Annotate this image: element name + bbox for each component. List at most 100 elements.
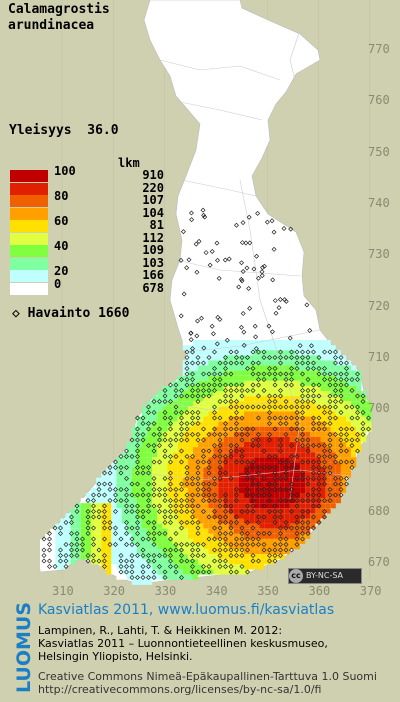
abundance-cell xyxy=(106,559,112,565)
observation-marker xyxy=(217,360,223,366)
observation-marker xyxy=(91,525,96,531)
abundance-cell xyxy=(289,523,295,529)
abundance-cell xyxy=(279,416,285,422)
license-url[interactable]: http://creativecommons.org/licenses/by-n… xyxy=(38,683,322,696)
abundance-cell xyxy=(264,431,270,437)
license-badge[interactable]: cc BY-NC-SA xyxy=(288,568,362,584)
abundance-cell xyxy=(91,538,97,544)
observation-marker xyxy=(58,547,63,553)
abundance-cell xyxy=(361,436,367,442)
abundance-cell xyxy=(198,482,204,488)
abundance-cell xyxy=(203,447,209,453)
observation-marker xyxy=(217,531,223,536)
abundance-cell xyxy=(356,431,362,437)
abundance-cell xyxy=(55,559,61,565)
observation-marker xyxy=(294,404,300,410)
observation-marker xyxy=(338,399,344,404)
observation-marker xyxy=(157,553,162,558)
observation-marker xyxy=(146,421,151,426)
abundance-cell xyxy=(111,482,117,488)
abundance-cell xyxy=(126,487,132,493)
observation-marker xyxy=(256,531,261,536)
observation-marker xyxy=(96,487,102,492)
abundance-cell xyxy=(228,416,234,422)
abundance-cell xyxy=(208,436,214,442)
abundance-cell xyxy=(305,442,311,448)
abundance-cell xyxy=(249,457,255,463)
observation-marker xyxy=(212,349,217,355)
abundance-cell xyxy=(325,380,331,386)
abundance-cell xyxy=(65,518,71,524)
atlas-link[interactable]: Kasviatlas 2011, www.luomus.fi/kasviatla… xyxy=(38,602,335,618)
observation-marker xyxy=(212,547,217,553)
abundance-cell xyxy=(91,554,97,560)
abundance-cell xyxy=(223,528,229,534)
abundance-cell xyxy=(80,549,86,555)
abundance-cell xyxy=(91,487,97,493)
abundance-cell xyxy=(131,498,137,504)
abundance-cell xyxy=(325,375,331,381)
abundance-cell xyxy=(157,559,163,565)
observation-marker xyxy=(212,426,217,432)
observation-marker xyxy=(162,509,168,514)
observation-marker xyxy=(129,564,135,569)
observation-marker xyxy=(140,509,146,514)
abundance-cell xyxy=(136,467,142,473)
abundance-cell xyxy=(187,426,193,432)
abundance-cell xyxy=(254,482,260,488)
abundance-cell xyxy=(335,472,341,478)
abundance-cell xyxy=(254,406,260,412)
abundance-cell xyxy=(45,533,51,539)
observation-marker xyxy=(305,349,311,355)
abundance-cell xyxy=(187,508,193,514)
abundance-cell xyxy=(238,528,244,534)
observation-marker xyxy=(41,547,47,553)
abundance-cell xyxy=(116,467,122,473)
abundance-cell xyxy=(223,355,229,361)
observation-marker xyxy=(188,337,194,343)
observation-marker xyxy=(195,492,201,498)
abundance-cell xyxy=(157,391,163,397)
abundance-cell xyxy=(284,447,290,453)
abundance-cell xyxy=(315,457,321,463)
abundance-cell xyxy=(187,411,193,417)
observation-marker xyxy=(173,487,179,492)
observation-marker xyxy=(289,371,294,377)
abundance-cell xyxy=(198,549,204,555)
observation-marker xyxy=(267,355,272,360)
abundance-cell xyxy=(187,482,193,488)
abundance-cell xyxy=(187,416,193,422)
abundance-cell xyxy=(111,544,117,550)
observation-marker xyxy=(206,371,212,377)
abundance-cell xyxy=(330,493,336,499)
observation-marker xyxy=(311,360,316,366)
observation-marker xyxy=(333,454,338,459)
observation-marker xyxy=(316,498,322,503)
abundance-cell xyxy=(223,406,229,412)
observation-marker xyxy=(206,498,212,503)
abundance-cell xyxy=(157,538,163,544)
abundance-cell xyxy=(187,421,193,427)
abundance-cell xyxy=(254,487,260,493)
observation-marker xyxy=(168,454,173,459)
abundance-cell xyxy=(249,447,255,453)
abundance-cell xyxy=(213,477,219,483)
observation-marker xyxy=(129,481,135,487)
observation-marker xyxy=(283,377,289,382)
abundance-cell xyxy=(284,549,290,555)
abundance-cell xyxy=(223,340,229,346)
y-tick-label: 740 xyxy=(368,195,390,210)
observation-marker xyxy=(228,547,234,553)
observation-marker xyxy=(135,443,140,448)
abundance-cell xyxy=(167,538,173,544)
abundance-cell xyxy=(142,406,148,412)
abundance-cell xyxy=(274,406,280,412)
observation-marker xyxy=(195,360,201,366)
observation-marker xyxy=(201,448,206,454)
abundance-cell xyxy=(172,564,178,570)
abundance-cell xyxy=(126,513,132,519)
abundance-cell xyxy=(320,487,326,493)
abundance-cell xyxy=(259,538,265,544)
observation-marker xyxy=(118,558,124,564)
abundance-cell xyxy=(249,396,255,402)
